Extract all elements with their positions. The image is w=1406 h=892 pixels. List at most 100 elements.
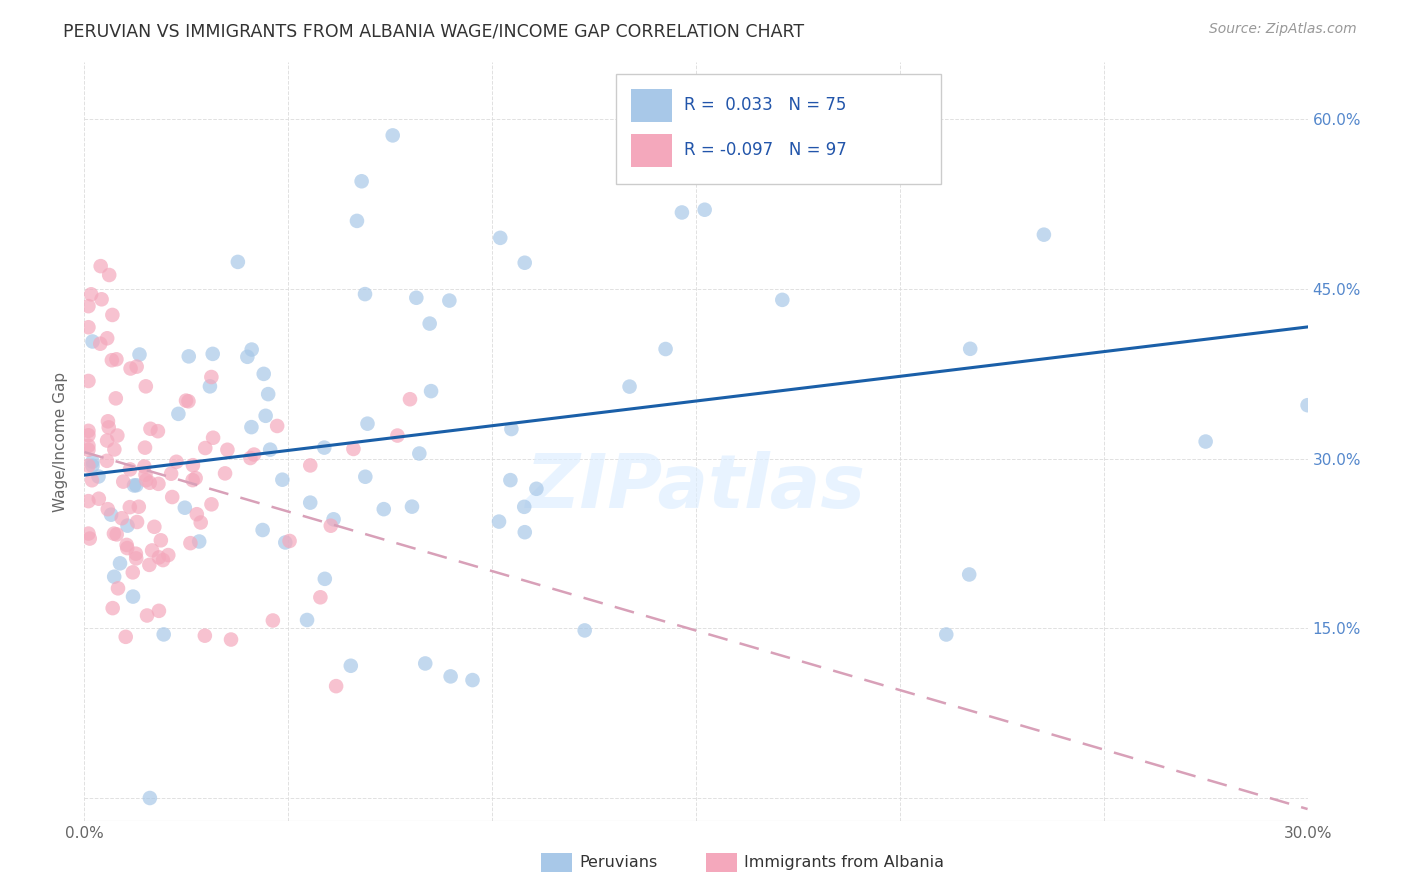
Point (97, 502, 120, 516)
Point (139, 791, 162, 805)
Point (118, 500, 141, 515)
Point (77, 428, 100, 442)
Point (1195, 434, 1218, 449)
Point (309, 591, 332, 605)
Point (253, 367, 276, 381)
Point (319, 518, 342, 533)
Point (488, 515, 510, 529)
Point (148, 476, 170, 491)
Point (128, 500, 150, 514)
Point (194, 629, 217, 643)
Point (299, 495, 322, 509)
Point (184, 471, 207, 485)
Point (266, 419, 288, 434)
Point (219, 632, 242, 647)
Point (274, 535, 297, 549)
Point (259, 442, 281, 457)
Point (77, 424, 100, 438)
Point (186, 507, 208, 521)
Point (87, 469, 110, 483)
Point (77, 320, 100, 334)
Point (200, 370, 222, 384)
Point (160, 490, 183, 504)
Point (77, 442, 100, 457)
Point (98, 268, 121, 282)
Point (439, 669, 461, 683)
Point (405, 291, 427, 305)
Point (240, 420, 263, 434)
Point (236, 350, 259, 364)
Point (128, 347, 150, 361)
Point (489, 231, 512, 245)
Point (160, 467, 183, 481)
Point (125, 551, 148, 566)
Point (157, 548, 180, 562)
Point (513, 500, 536, 514)
Point (77, 526, 100, 541)
Point (314, 441, 336, 455)
Point (89, 336, 111, 351)
Point (80, 473, 103, 487)
Point (499, 473, 522, 487)
Point (399, 392, 422, 407)
Point (120, 361, 142, 376)
Point (103, 570, 125, 584)
Point (214, 467, 236, 481)
Point (134, 441, 156, 455)
Point (82, 458, 104, 473)
Point (174, 393, 197, 408)
Point (339, 658, 361, 673)
Point (350, 174, 373, 188)
Point (202, 431, 225, 445)
Point (125, 359, 148, 374)
Point (152, 627, 174, 641)
Point (373, 502, 395, 516)
Point (114, 630, 136, 644)
Point (177, 394, 200, 409)
Text: PERUVIAN VS IMMIGRANTS FROM ALBANIA WAGE/INCOME GAP CORRELATION CHART: PERUVIAN VS IMMIGRANTS FROM ALBANIA WAGE… (63, 22, 804, 40)
Point (143, 520, 166, 534)
Text: R =  0.033   N = 75: R = 0.033 N = 75 (683, 96, 846, 114)
Point (108, 557, 131, 571)
Point (194, 441, 217, 455)
Point (314, 572, 336, 586)
Point (354, 469, 377, 483)
Point (271, 473, 294, 487)
Point (118, 462, 141, 476)
Point (714, 169, 737, 184)
Point (439, 293, 461, 308)
Point (122, 590, 145, 604)
Point (82, 454, 104, 468)
Point (104, 392, 127, 406)
Point (252, 523, 274, 537)
Point (408, 446, 430, 460)
Point (354, 287, 377, 301)
Point (257, 387, 280, 401)
Point (136, 608, 159, 623)
Point (177, 350, 200, 364)
Point (325, 679, 347, 693)
Point (240, 343, 263, 357)
Point (278, 533, 301, 548)
Point (346, 214, 368, 228)
Bar (631, 89, 672, 121)
Point (101, 601, 124, 615)
Point (217, 442, 239, 457)
Point (77, 458, 100, 473)
Point (138, 558, 160, 572)
Point (115, 538, 138, 552)
Point (461, 673, 484, 687)
Point (125, 478, 148, 492)
Point (134, 459, 156, 474)
Point (693, 202, 716, 217)
Point (79, 532, 101, 546)
Point (198, 379, 221, 393)
Point (112, 475, 135, 489)
Text: ZIPatlas: ZIPatlas (526, 450, 866, 524)
Point (122, 478, 145, 492)
Point (167, 407, 190, 421)
Point (87, 491, 110, 506)
Point (125, 515, 148, 529)
Point (181, 473, 204, 487)
Point (181, 458, 204, 473)
